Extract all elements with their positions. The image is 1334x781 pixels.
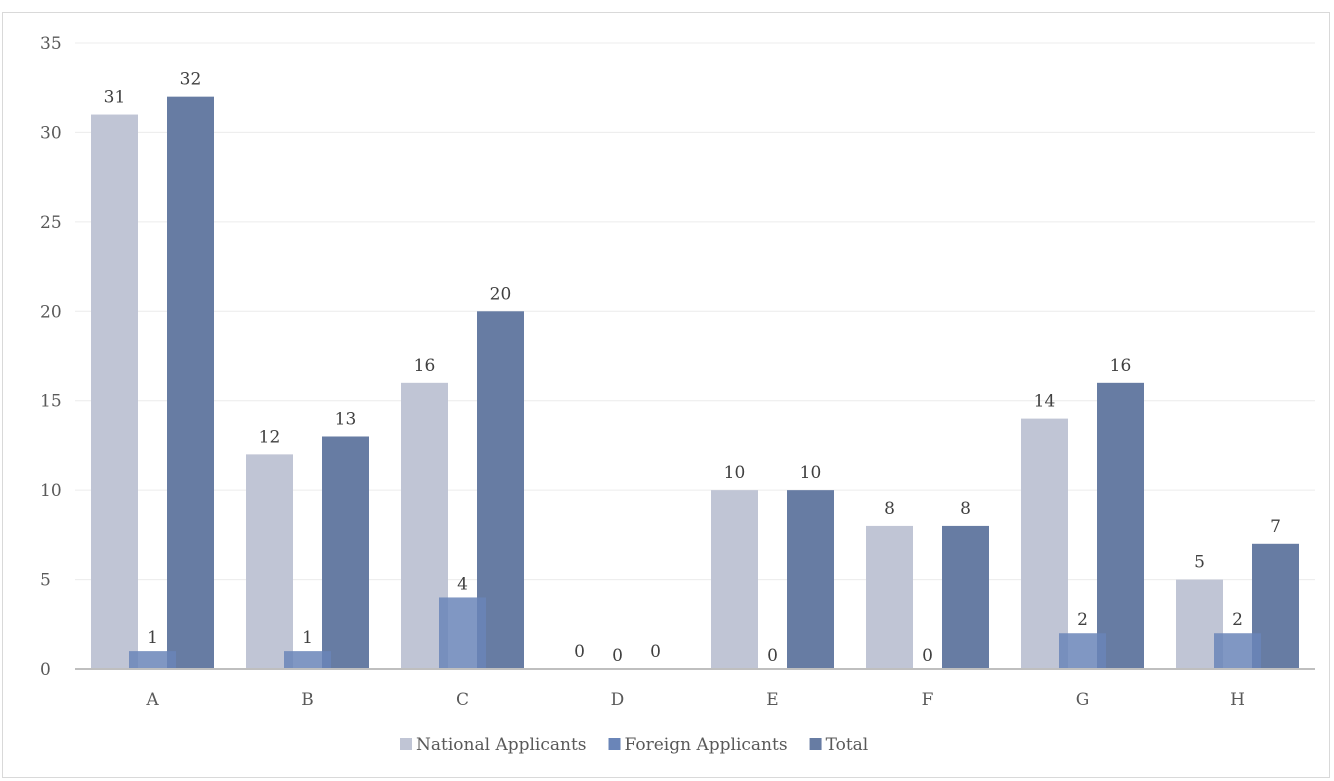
bar-national-E — [711, 490, 758, 669]
legend-label: Total — [826, 735, 869, 755]
data-label-national: 16 — [414, 356, 436, 376]
data-label-national: 5 — [1194, 553, 1205, 573]
bar-national-F — [866, 525, 913, 669]
x-tick-label: A — [145, 690, 159, 710]
bar-foreign-H — [1214, 633, 1261, 669]
data-label-foreign: 0 — [767, 646, 778, 666]
data-label-foreign: 2 — [1077, 610, 1088, 630]
y-tick-label: 35 — [40, 34, 62, 54]
data-label-total: 0 — [650, 642, 661, 662]
data-label-national: 31 — [104, 88, 126, 108]
bar-total-B — [322, 436, 369, 669]
bar-total-E — [787, 490, 834, 669]
data-label-foreign: 4 — [457, 574, 468, 594]
legend-label: Foreign Applicants — [625, 735, 788, 755]
x-tick-label: H — [1230, 690, 1245, 710]
bar-national-B — [246, 454, 293, 669]
x-tick-label: G — [1076, 690, 1090, 710]
y-tick-label: 25 — [40, 213, 62, 233]
data-label-national: 0 — [574, 642, 585, 662]
data-label-national: 12 — [259, 427, 281, 447]
data-label-national: 14 — [1034, 392, 1056, 412]
y-tick-label: 15 — [40, 392, 62, 412]
legend-swatch — [608, 738, 621, 750]
x-tick-label: F — [922, 690, 934, 710]
data-label-total: 13 — [335, 409, 357, 429]
data-label-total: 8 — [960, 499, 971, 519]
data-label-total: 7 — [1270, 517, 1281, 537]
data-label-foreign: 1 — [147, 628, 158, 648]
legend-swatch — [400, 738, 412, 750]
data-label-total: 20 — [490, 284, 512, 304]
data-label-national: 8 — [884, 499, 895, 519]
y-tick-label: 30 — [40, 123, 62, 143]
data-label-total: 10 — [800, 463, 822, 483]
legend-label: National Applicants — [416, 735, 587, 755]
x-tick-label: B — [301, 690, 314, 710]
data-label-national: 10 — [724, 463, 746, 483]
y-tick-label: 20 — [40, 302, 62, 322]
data-label-foreign: 0 — [612, 646, 623, 666]
bar-national-A — [91, 114, 138, 670]
data-label-foreign: 1 — [302, 628, 313, 648]
bar-foreign-C — [439, 597, 486, 669]
y-tick-label: 0 — [40, 660, 51, 680]
bar-total-G — [1097, 382, 1144, 669]
bar-foreign-A — [129, 651, 176, 669]
bar-national-G — [1021, 418, 1068, 669]
y-tick-label: 10 — [40, 481, 62, 501]
data-label-total: 32 — [180, 70, 202, 90]
data-label-foreign: 2 — [1232, 610, 1243, 630]
bar-total-A — [167, 96, 214, 669]
x-tick-label: C — [456, 690, 469, 710]
bar-total-F — [942, 525, 989, 669]
legend-swatch — [809, 738, 822, 750]
x-tick-label: E — [766, 690, 778, 710]
x-tick-label: D — [611, 690, 625, 710]
y-tick-label: 5 — [40, 571, 51, 591]
data-label-foreign: 0 — [922, 646, 933, 666]
data-label-total: 16 — [1110, 356, 1132, 376]
bar-foreign-B — [284, 651, 331, 669]
bar-foreign-G — [1059, 633, 1106, 669]
